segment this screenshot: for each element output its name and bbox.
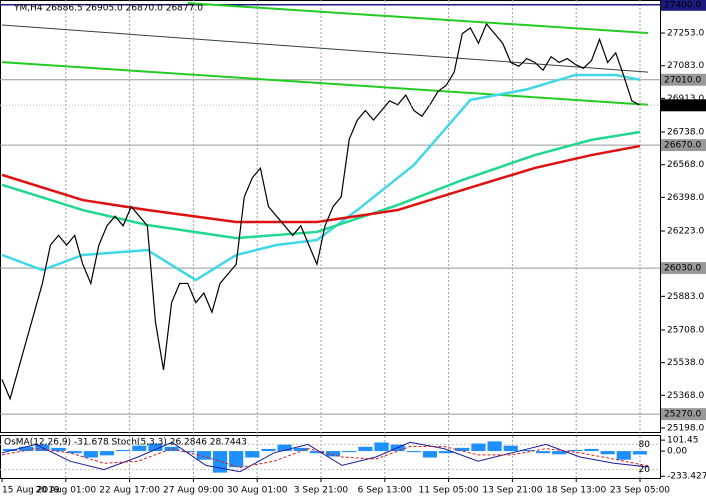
osma-bar [487,441,502,452]
osma-bar [632,451,647,455]
osma-bar [568,450,583,452]
chart-title: YM,H4 26886.5 26905.0 26870.0 26877.0 [13,4,203,14]
y-tick-label: 25538.0 [667,358,704,368]
x-tick-label: 15 Aug 2019 [2,486,60,496]
indicator-frame [0,435,661,479]
osma-bar [277,444,292,452]
osma-bar [116,450,131,452]
osma-bar [519,450,534,452]
y-tick-label: 26568.0 [667,160,704,170]
y-tick-label: 26398.0 [667,193,704,203]
y-tick-label: 26223.0 [667,226,704,236]
stoch-line [1,441,649,473]
x-tick-label: 13 Sep 21:00 [482,486,542,496]
level-label: 26670.0 [664,141,701,151]
main-frame [0,0,661,433]
osma-bar [67,451,82,454]
osma-bar [51,447,66,452]
osma-bar [552,451,567,455]
osma-bar [99,451,115,456]
x-tick-label: 27 Aug 09:00 [163,486,224,496]
x-tick-label: 23 Sep 05:00 [610,486,670,496]
stoch-level-label: 20 [639,465,651,475]
indicator-y-tick-label: 101.45 [667,436,699,446]
y-tick-label: 26738.0 [667,128,704,138]
trend-line [187,2,649,35]
price-line [1,22,641,401]
osma-bar [455,447,470,452]
osma-bar [503,445,518,452]
moving-average [1,144,641,224]
x-tick-label: 18 Sep 13:00 [546,486,606,496]
osma-bar [19,446,34,452]
osma-bar [261,448,276,452]
indicator-y-tick-label: 0.00 [667,447,687,457]
indicator-y-tick-label: -233.427 [667,472,706,482]
trend-line [1,61,649,106]
level-label-box [661,0,706,11]
moving-average [1,130,641,240]
y-tick-label: 25883.0 [667,292,704,302]
x-tick-label: 6 Sep 13:00 [358,486,413,496]
y-tick-label: 27253.0 [667,29,704,39]
x-tick-label: 22 Aug 17:00 [99,486,160,496]
y-tick-label: 26913.0 [667,94,704,104]
level-label: 27010.0 [664,75,701,85]
level-label: 26030.0 [664,264,701,274]
osma-bar [616,451,631,460]
level-label-box [661,73,706,86]
osma-bar [3,448,18,452]
level-label-box [661,408,706,421]
osma-bar [600,451,615,455]
moving-average [1,73,641,282]
level-label-box [661,262,706,275]
x-tick-label: 20 Aug 01:00 [35,486,96,496]
x-tick-label: 30 Aug 01:00 [227,486,288,496]
osma-bar [245,451,260,458]
osma-bar [180,451,195,453]
stoch-line [1,446,649,469]
stoch-level-label: 80 [639,440,651,450]
y-tick-label: 27083.0 [667,61,704,71]
osma-bar [164,446,179,452]
level-label: 27400.0 [664,0,701,10]
y-tick-label: 25368.0 [667,391,704,401]
osma-bar [584,448,599,452]
osma-bar [326,451,341,457]
y-tick-label: 25708.0 [667,325,704,335]
osma-bar [83,451,98,458]
osma-bar [196,451,211,460]
osma-bar [309,451,324,454]
osma-bar [374,442,389,452]
osma-bar [471,443,486,452]
osma-bar [439,451,454,454]
trend-line [1,24,649,73]
osma-bar [422,451,438,458]
level-label: 25270.0 [664,410,701,420]
osma-bar [148,443,163,452]
osma-bar [406,451,421,453]
osma-bar [229,451,244,468]
price-label: 26877.0 [664,101,701,111]
osma-bar [342,451,357,453]
osma-bar [535,451,551,454]
osma-bar [358,446,373,452]
indicator-title: OsMA(12,26,9) -31.678 Stoch(5,3,3) 26.28… [4,438,247,448]
x-tick-label: 3 Sep 21:00 [294,486,349,496]
osma-bar [132,445,147,452]
price-label-box [661,99,706,112]
osma-bar [293,447,308,452]
y-tick-label: 25198.0 [667,423,704,433]
level-label-box [661,139,706,152]
x-tick-label: 11 Sep 05:00 [419,486,479,496]
